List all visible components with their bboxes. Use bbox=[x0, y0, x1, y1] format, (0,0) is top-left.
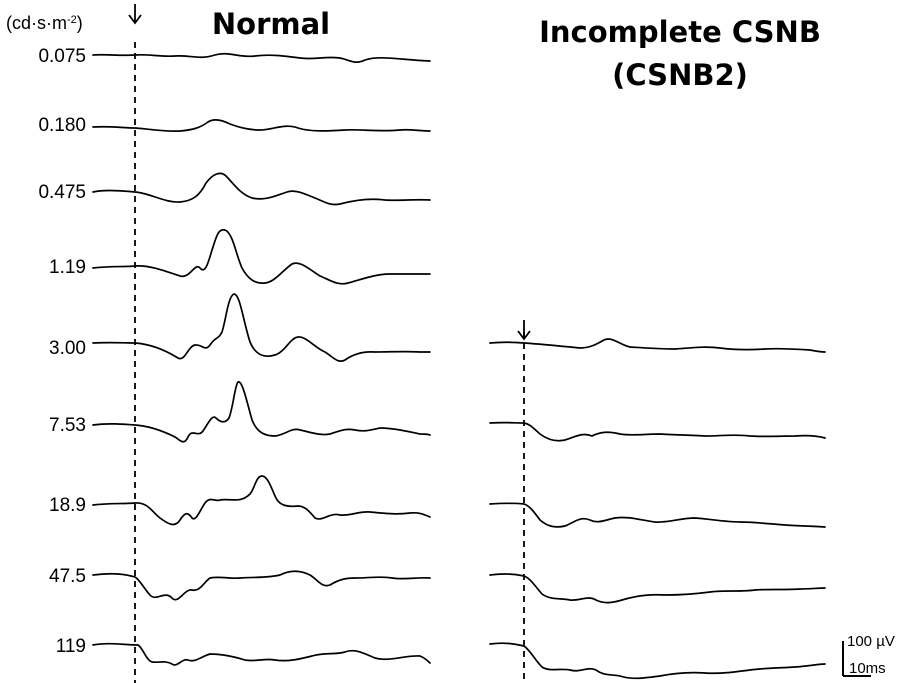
csnb-title-line2: (CSNB2) bbox=[612, 58, 748, 92]
normal-trace-1.19 bbox=[92, 228, 431, 285]
normal-trace-3.00 bbox=[92, 293, 431, 362]
luminance-label: 47.5 bbox=[49, 566, 86, 587]
luminance-label: 0.475 bbox=[38, 182, 86, 203]
csnb-trace-7.53 bbox=[489, 421, 826, 442]
luminance-labels: 0.075 0.180 0.475 1.19 3.00 7.53 18.9 47.5 119 bbox=[38, 46, 86, 657]
csnb-stimulus-arrow bbox=[517, 320, 531, 341]
luminance-unit-label: (cd·s·m-2) bbox=[6, 13, 83, 33]
normal-title: Normal bbox=[212, 7, 330, 41]
luminance-label: 0.180 bbox=[38, 115, 86, 136]
luminance-label: 1.19 bbox=[49, 257, 86, 278]
normal-trace-119 bbox=[92, 642, 431, 666]
luminance-label: 119 bbox=[56, 636, 86, 657]
luminance-label: 0.075 bbox=[38, 46, 86, 67]
csnb-title-line1: Incomplete CSNB bbox=[539, 15, 821, 49]
normal-trace-18.9 bbox=[92, 475, 431, 526]
normal-traces bbox=[92, 52, 431, 666]
csnb-trace-18.9 bbox=[489, 502, 826, 528]
scale-amplitude-label: 100 µV bbox=[847, 633, 895, 650]
luminance-label: 18.9 bbox=[49, 495, 86, 516]
luminance-label: 7.53 bbox=[49, 415, 86, 436]
csnb-trace-3.00 bbox=[489, 338, 826, 353]
normal-trace-0.180 bbox=[92, 118, 431, 133]
normal-trace-47.5 bbox=[92, 570, 431, 601]
csnb-traces bbox=[489, 338, 826, 680]
normal-stimulus-arrow bbox=[128, 4, 142, 25]
scale-bar: 100 µV 10ms bbox=[842, 633, 895, 677]
normal-trace-7.53 bbox=[92, 381, 431, 443]
csnb-trace-119 bbox=[489, 642, 826, 680]
normal-trace-0.075 bbox=[92, 52, 431, 63]
scale-time-label: 10ms bbox=[849, 660, 886, 677]
normal-trace-0.475 bbox=[92, 172, 431, 206]
csnb-trace-47.5 bbox=[489, 573, 826, 604]
luminance-label: 3.00 bbox=[49, 338, 86, 359]
